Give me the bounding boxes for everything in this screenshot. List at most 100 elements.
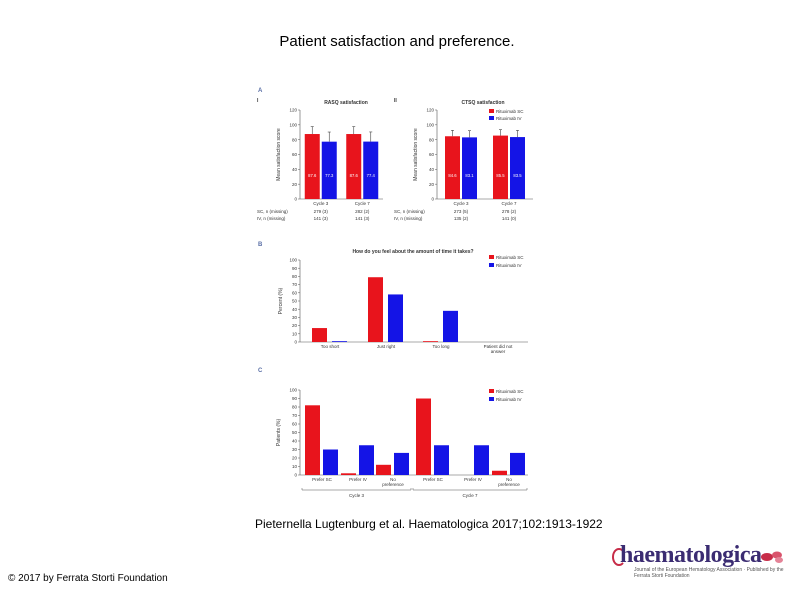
value-label-a-ii: 85.5 (496, 173, 505, 178)
y-tick-label-b: 80 (292, 274, 298, 279)
bar-b-sc-1 (368, 277, 383, 342)
count-label-iv-a-i: IV, n (missing) (257, 216, 286, 221)
legend-swatch-a-ii (489, 116, 494, 120)
journal-logo: haematologica Journal of the European He… (612, 542, 790, 579)
slide-title: Patient satisfaction and preference. (279, 33, 515, 50)
legend-label-c: Rituximab IV (496, 397, 522, 402)
y-tick-label-c: 10 (292, 464, 298, 469)
y-tick-label-b: 0 (294, 340, 297, 345)
bar-c-sc-3 (416, 398, 431, 475)
y-tick-label-c: 30 (292, 447, 298, 452)
value-label-a-i: 77.3 (325, 173, 334, 178)
subpanel-label-a-i: I (257, 98, 259, 104)
bar-c-iv-1 (359, 445, 374, 475)
y-tick-label-a-ii: 0 (431, 197, 434, 202)
bar-a-ii-iv-0 (462, 137, 477, 199)
y-axis-label-b: Percent (%) (278, 287, 284, 314)
count-sc-a-ii: 278 (2) (502, 209, 517, 214)
bar-a-ii-sc-1 (493, 135, 508, 199)
logo-wordmark: haematologica (620, 542, 762, 568)
y-tick-label-a-i: 120 (289, 108, 297, 113)
y-axis-label-a-ii: Mean satisfaction score (413, 128, 419, 181)
bar-a-i-sc-1 (346, 134, 362, 199)
subpanel-label-a-ii: II (394, 98, 397, 104)
bar-a-i-iv-0 (321, 141, 337, 199)
y-tick-label-b: 50 (292, 299, 298, 304)
legend-swatch-c (489, 397, 494, 401)
y-tick-label-b: 70 (292, 282, 298, 287)
count-iv-a-i: 141 (3) (314, 216, 329, 221)
x-tick-label-b: Too short (321, 344, 340, 349)
chart-title-b: How do you feel about the amount of time… (352, 249, 473, 255)
y-tick-label-a-i: 100 (289, 122, 297, 127)
legend-swatch-b (489, 255, 494, 259)
value-label-a-i: 77.4 (367, 173, 376, 178)
logo-tagline: Journal of the European Hematology Assoc… (634, 567, 784, 579)
bar-a-i-sc-0 (304, 134, 320, 199)
bar-c-sc-0 (305, 405, 320, 475)
y-tick-label-c: 90 (292, 396, 298, 401)
group-label-c: Cycle 3 (349, 493, 365, 498)
bar-a-i-iv-1 (363, 141, 379, 199)
count-label-sc-a-i: SC, n (missing) (257, 209, 288, 214)
legend-label-a-ii: Rituximab IV (496, 116, 522, 121)
x-tick-label-a-ii: Cycle 7 (501, 201, 517, 206)
y-tick-label-b: 20 (292, 323, 298, 328)
bar-c-sc-1 (341, 473, 356, 475)
bar-b-sc-0 (312, 328, 327, 342)
value-label-a-ii: 83.1 (465, 173, 474, 178)
legend-label-b: Rituximab SC (496, 255, 524, 260)
x-tick-label-c: Prefer IV (464, 477, 482, 482)
bar-b-iv-1 (388, 294, 403, 342)
legend-label-a-ii: Rituximab SC (496, 109, 524, 114)
y-tick-label-c: 20 (292, 456, 298, 461)
x-tick-label-c: No (390, 477, 396, 482)
y-axis-label-a-i: Mean satisfaction score (276, 128, 282, 181)
y-tick-label-b: 40 (292, 307, 298, 312)
x-tick-label-c: Prefer SC (312, 477, 333, 482)
bar-c-sc-5 (492, 470, 507, 475)
count-iv-a-ii: 135 (2) (454, 216, 469, 221)
value-label-a-i: 87.6 (350, 173, 359, 178)
bar-a-ii-iv-1 (510, 137, 525, 199)
y-tick-label-a-ii: 40 (429, 167, 435, 172)
count-sc-a-i: 279 (3) (314, 209, 329, 214)
blood-cells-icon (761, 551, 783, 563)
x-tick-label-c-2: preference (382, 482, 404, 487)
y-tick-label-a-i: 60 (292, 152, 298, 157)
citation: Pieternella Lugtenburg et al. Haematolog… (255, 517, 603, 531)
y-tick-label-a-i: 80 (292, 137, 298, 142)
panel-letter-c: C (258, 368, 263, 374)
group-label-c: Cycle 7 (462, 493, 478, 498)
value-label-a-ii: 83.5 (513, 173, 522, 178)
x-tick-label-a-i: Cycle 7 (355, 201, 371, 206)
y-tick-label-a-ii: 120 (426, 108, 434, 113)
y-tick-label-a-i: 40 (292, 167, 298, 172)
legend-swatch-a-ii (489, 109, 494, 113)
y-tick-label-b: 30 (292, 315, 298, 320)
value-label-a-i: 87.6 (308, 173, 317, 178)
bar-b-sc-2 (423, 341, 438, 342)
x-tick-label-b-2: answer (491, 349, 506, 354)
x-tick-label-c: Prefer SC (423, 477, 444, 482)
bar-c-sc-2 (376, 464, 391, 475)
x-tick-label-b: Too long (432, 344, 450, 349)
value-label-a-ii: 84.6 (448, 173, 457, 178)
copyright: © 2017 by Ferrata Storti Foundation (8, 573, 168, 584)
bar-c-iv-2 (394, 452, 409, 475)
count-label-iv-a-ii: IV, n (missing) (394, 216, 423, 221)
legend-swatch-b (489, 263, 494, 267)
logo-mark-icon (612, 548, 626, 566)
bar-c-iv-4 (474, 445, 489, 475)
x-tick-label-b: Just right (377, 344, 396, 349)
legend-swatch-c (489, 389, 494, 393)
count-sc-a-i: 282 (2) (355, 209, 370, 214)
y-tick-label-b: 90 (292, 266, 298, 271)
y-tick-label-a-i: 20 (292, 182, 298, 187)
count-label-sc-a-ii: SC, n (missing) (394, 209, 425, 214)
y-axis-label-c: Patients (%) (276, 419, 282, 447)
y-tick-label-c: 50 (292, 430, 298, 435)
y-tick-label-c: 70 (292, 413, 298, 418)
x-tick-label-a-i: Cycle 3 (313, 201, 329, 206)
